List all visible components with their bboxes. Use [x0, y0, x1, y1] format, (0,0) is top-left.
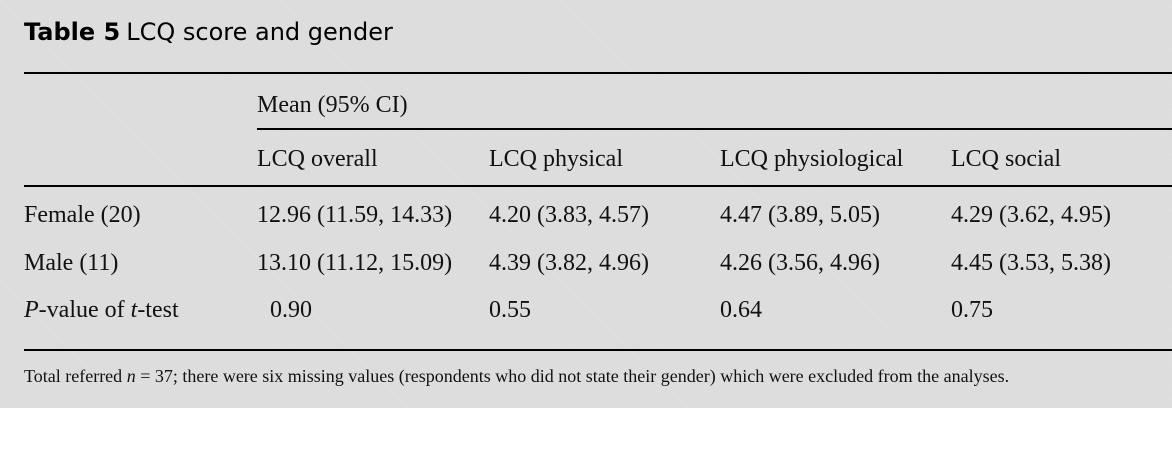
table-cell: 4.29 (3.62, 4.95): [951, 202, 1111, 228]
table-cell: 4.20 (3.83, 4.57): [489, 202, 649, 228]
table-cell: 0.90: [270, 297, 312, 323]
group-header: Mean (95% CI): [257, 92, 408, 118]
row-label-male: Male (11): [24, 250, 119, 276]
table-cell: 0.75: [951, 297, 993, 323]
table-title: Table 5 LCQ score and gender: [24, 18, 393, 46]
column-header-overall: LCQ overall: [257, 146, 378, 172]
table-cell: 4.39 (3.82, 4.96): [489, 250, 649, 276]
table-cell: 0.64: [720, 297, 762, 323]
table-cell: 4.45 (3.53, 5.38): [951, 250, 1111, 276]
row-label-pvalue: P-value of t-test: [24, 297, 179, 324]
header-rule: [24, 185, 1172, 187]
footnote-n: n: [126, 366, 136, 386]
t-italic: t: [130, 297, 138, 323]
table-cell: 4.47 (3.89, 5.05): [720, 202, 880, 228]
table-cell: 13.10 (11.12, 15.09): [257, 250, 453, 276]
bottom-rule: [24, 349, 1172, 351]
table-cell: 4.26 (3.56, 4.96): [720, 250, 880, 276]
column-header-physical: LCQ physical: [489, 146, 623, 172]
footnote-suffix: = 37; there were six missing values (res…: [135, 366, 1010, 386]
column-header-social: LCQ social: [951, 146, 1061, 172]
pvalue-label-mid: -value of: [38, 297, 131, 323]
table-cell: 0.55: [489, 297, 531, 323]
p-italic: P: [24, 297, 39, 323]
table-footnote: Total referred n = 37; there were six mi…: [24, 366, 1009, 387]
table-caption: LCQ score and gender: [126, 18, 393, 46]
column-header-physiological: LCQ physiological: [720, 146, 904, 172]
group-rule: [257, 128, 1172, 130]
row-label-female: Female (20): [24, 202, 141, 228]
table-label: Table 5: [24, 18, 121, 46]
pvalue-label-end: -test: [137, 297, 179, 323]
table-cell: 12.96 (11.59, 14.33): [257, 202, 453, 228]
table-panel: Table 5 LCQ score and gender Mean (95% CI…: [0, 0, 1172, 408]
footnote-prefix: Total referred: [24, 366, 127, 386]
top-rule: [24, 72, 1172, 74]
